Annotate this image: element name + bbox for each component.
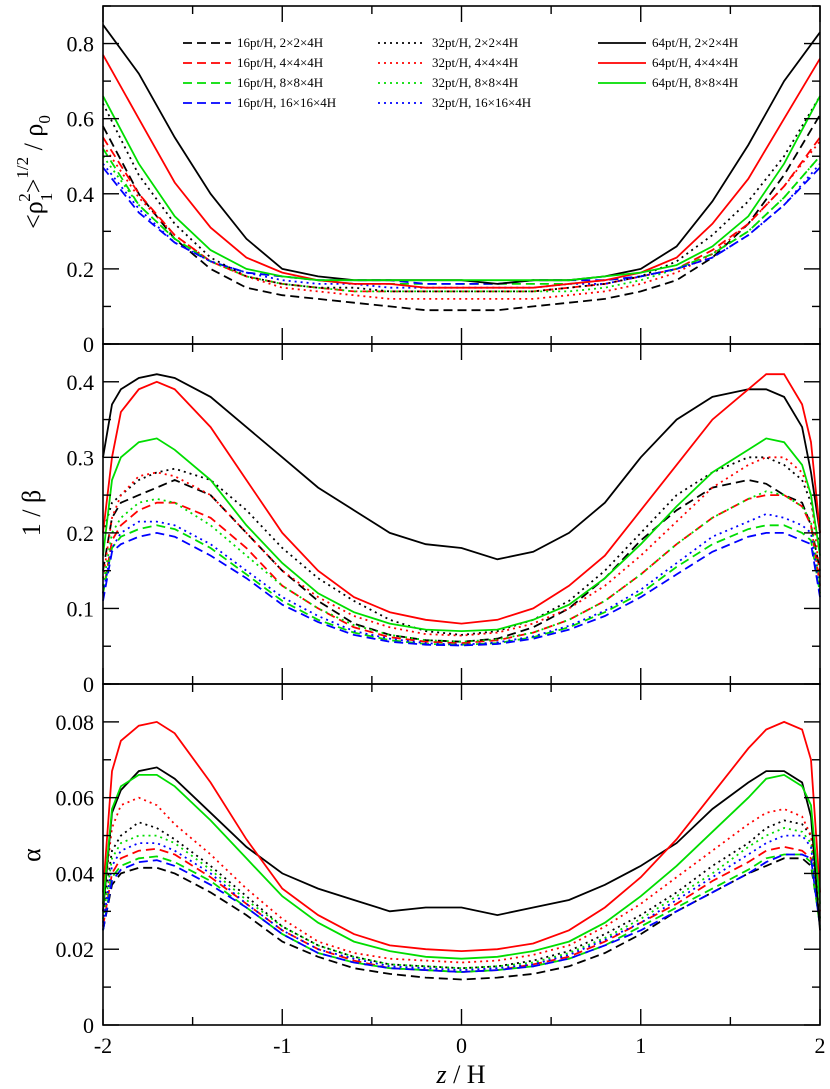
legend-item: 16pt/H, 2×2×4H [183,35,323,50]
bottom-series-r64_4 [102,720,821,953]
bottom-ytick-label: 0.02 [56,937,95,962]
bottom-panel: 0 0.02 0.04 0.06 0.08 [56,683,821,1038]
middle-ytick-label: 0.4 [67,370,95,395]
middle-series-r64_2 [102,373,821,561]
bottom-series-r32_16 [102,834,821,972]
middle-series-r16_8 [102,524,821,646]
top-ylabel: <ρ12>1/2 / ρ0 [13,115,56,229]
middle-series-r64_4 [102,373,821,625]
legend-label: 32pt/H, 8×8×4H [432,75,518,90]
top-panel: 0 0.2 0.4 0.6 0.8 [67,5,821,357]
x-tick-label: 2 [815,1033,826,1058]
top-ytick-label: 0.2 [67,257,95,282]
legend-label: 16pt/H, 8×8×4H [237,75,323,90]
middle-series-r32_8 [102,490,821,643]
top-series-r32_16 [102,163,821,289]
bottom-series-r16_4 [102,845,821,973]
top-series-r64_4 [102,54,821,289]
legend-label: 64pt/H, 8×8×4H [652,75,738,90]
top-ytick-label: 0.8 [67,32,95,57]
bottom-series-r32_8 [102,827,821,970]
middle-ytick-label: 0.3 [67,445,95,470]
legend-item: 32pt/H, 8×8×4H [378,75,518,90]
legend-item: 64pt/H, 8×8×4H [598,75,738,90]
bottom-series-r32_2 [102,819,821,970]
x-tick-label: -2 [94,1033,112,1058]
bottom-ytick-label: 0.08 [56,710,95,735]
top-ytick-label: 0 [83,332,94,357]
legend-item: 16pt/H, 16×16×4H [183,95,336,110]
bottom-series-r16_16 [102,853,821,973]
top-series-r16_8 [102,148,821,285]
bottom-frame [102,683,821,1026]
bottom-ytick-label: 0.06 [56,786,95,811]
legend-label: 32pt/H, 16×16×4H [432,95,531,110]
middle-ytick-label: 0.2 [67,521,95,546]
top-series-r16_4 [102,136,821,293]
panels: 00.20.40.60.800.10.20.30.400.020.040.060… [56,5,826,1058]
top-series-r16_2 [102,114,821,312]
legend: 16pt/H, 2×2×4H 16pt/H, 4×4×4H 16pt/H, 8×8×… [183,35,738,110]
bottom-series-r16_2 [102,857,821,981]
x-axis-title: z / H [435,1060,485,1089]
middle-series-r32_2 [102,456,821,636]
legend-item: 32pt/H, 4×4×4H [378,55,518,70]
x-tick-label: -1 [273,1033,291,1058]
top-series-r64_8 [102,95,821,282]
legend-item: 64pt/H, 2×2×4H [598,35,738,50]
top-ytick-label: 0.6 [67,107,95,132]
middle-series-r16_2 [102,479,821,643]
legend-item: 64pt/H, 4×4×4H [598,55,738,70]
middle-series-r16_4 [102,494,821,645]
legend-label: 16pt/H, 2×2×4H [237,35,323,50]
middle-series-r32_4 [102,456,821,637]
bottom-series-r64_8 [102,773,821,960]
top-ytick-label: 0.4 [67,182,95,207]
top-series-r16_16 [102,166,821,285]
middle-series-r16_16 [102,531,821,647]
legend-label: 32pt/H, 4×4×4H [432,55,518,70]
legend-label: 16pt/H, 4×4×4H [237,55,323,70]
middle-series-r64_8 [102,437,821,633]
x-tick-label: 0 [456,1033,467,1058]
x-tick-labels: -2 -1 0 1 2 [94,1033,826,1058]
middle-ytick-label: 0 [83,672,94,697]
legend-label: 64pt/H, 2×2×4H [652,35,738,50]
middle-ylabel: 1 / β [17,490,46,536]
bottom-series-r64_2 [102,766,821,931]
middle-frame [102,343,821,685]
top-series-r32_4 [102,140,821,300]
legend-item: 32pt/H, 2×2×4H [378,35,518,50]
legend-label: 32pt/H, 2×2×4H [432,35,518,50]
bottom-ytick-label: 0 [83,1013,94,1038]
x-tick-label: 1 [635,1033,646,1058]
middle-ytick-label: 0.1 [67,596,95,621]
bottom-ylabel: α [17,848,46,862]
middle-panel: 0 0.1 0.2 0.3 0.4 [67,343,821,697]
legend-label: 16pt/H, 16×16×4H [237,95,336,110]
legend-item: 32pt/H, 16×16×4H [378,95,531,110]
legend-item: 16pt/H, 4×4×4H [183,55,323,70]
legend-label: 64pt/H, 4×4×4H [652,55,738,70]
middle-series-r32_16 [102,513,821,646]
bottom-series-r16_8 [102,853,821,973]
bottom-ytick-label: 0.04 [56,861,95,886]
legend-item: 16pt/H, 8×8×4H [183,75,323,90]
